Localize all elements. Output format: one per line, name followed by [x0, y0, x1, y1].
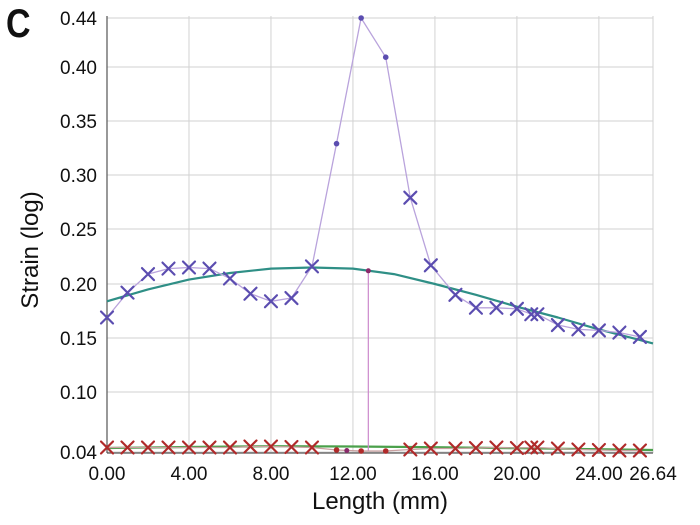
data-points: [99, 15, 647, 458]
upper-data-point: [120, 285, 135, 300]
upper-data-point: [509, 301, 525, 316]
y-axis-label: Strain (log): [17, 191, 44, 308]
x-tick-label: 0.00: [89, 464, 126, 485]
upper-data-point: [489, 300, 504, 315]
vertical-markers: [344, 268, 371, 453]
upper-data-point: [181, 260, 197, 275]
lower-data-point: [423, 441, 438, 456]
upper-data-point: [243, 286, 258, 301]
lower-data-point: [448, 441, 463, 456]
lower-data-point: [304, 440, 320, 455]
lower-data-point: [550, 441, 566, 456]
grid: [106, 16, 654, 453]
x-tick-label: 20.00: [493, 464, 541, 485]
upper-data-point: [161, 261, 176, 276]
upper-data-point: [530, 307, 545, 322]
lower-data-point: [333, 447, 340, 453]
upper-data-point: [591, 323, 606, 338]
lower-data-point: [181, 440, 197, 455]
upper-data-point: [99, 310, 115, 325]
lower-data-point: [161, 440, 176, 455]
series-line-upper: [106, 17, 641, 338]
lower-data-point: [358, 448, 364, 454]
y-tick-label: 0.20: [60, 275, 97, 296]
upper-data-point: [333, 140, 340, 147]
tick-labels: 0.04 0.10 0.15 0.20 0.25 0.30 0.35 0.40 0.44 0.00…: [60, 9, 677, 485]
upper-data-point: [403, 190, 418, 205]
upper-data-point: [202, 261, 217, 276]
upper-data-point: [304, 259, 320, 274]
upper-data-point: [263, 294, 279, 309]
upper-data-point: [448, 287, 463, 302]
lower-data-point: [509, 440, 525, 456]
lower-data-point: [284, 439, 299, 455]
y-tick-label: 0.15: [60, 329, 97, 350]
y-tick-label: 0.35: [60, 112, 97, 133]
series-lines: [106, 17, 641, 452]
upper-data-point: [222, 271, 238, 286]
x-tick-label: 12.00: [329, 464, 377, 485]
y-tick-label: 0.25: [60, 220, 97, 241]
x-tick-label: 4.00: [170, 464, 207, 485]
upper-data-point: [140, 267, 156, 282]
lower-data-point: [403, 442, 418, 457]
upper-data-point: [358, 15, 364, 21]
upper-data-point: [468, 300, 484, 315]
upper-data-point: [612, 325, 627, 340]
vertical-marker-dot-0: [344, 448, 350, 453]
lower-data-point: [468, 440, 484, 456]
y-tick-label: 0.04: [60, 443, 97, 464]
upper-data-point: [550, 317, 566, 333]
upper-data-point: [571, 322, 586, 337]
lower-data-point: [382, 448, 389, 454]
lower-data-point: [99, 440, 115, 455]
lower-data-point: [591, 442, 606, 458]
panel-label: C: [6, 2, 31, 46]
y-tick-label: 0.30: [60, 166, 97, 187]
x-tick-label: 8.00: [252, 464, 289, 485]
lower-data-point: [530, 440, 545, 455]
lower-data-point: [222, 440, 238, 455]
x-tick-label: 26.64: [629, 464, 677, 485]
vertical-marker-dot-1: [365, 268, 371, 274]
lower-data-point: [632, 443, 647, 458]
lower-data-point: [243, 439, 258, 454]
lower-data-point: [524, 440, 539, 455]
lower-data-point: [612, 443, 627, 458]
fit-line-upper: [106, 266, 654, 345]
lower-data-point: [120, 440, 135, 455]
lower-data-point: [202, 440, 217, 455]
upper-data-point: [284, 290, 299, 306]
upper-data-point: [423, 258, 438, 273]
y-tick-label: 0.40: [60, 58, 97, 79]
upper-data-point: [632, 329, 647, 345]
y-tick-label: 0.44: [60, 9, 97, 30]
x-tick-label: 16.00: [411, 464, 459, 485]
y-tick-label: 0.10: [60, 383, 97, 404]
x-tick-label: 24.00: [575, 464, 623, 485]
x-axis-label: Length (mm): [312, 488, 448, 515]
upper-data-point: [524, 307, 539, 322]
lower-data-point: [263, 439, 279, 454]
lower-data-point: [571, 442, 586, 457]
lower-data-point: [140, 440, 156, 455]
upper-data-point: [382, 54, 389, 60]
lower-data-point: [489, 440, 504, 455]
